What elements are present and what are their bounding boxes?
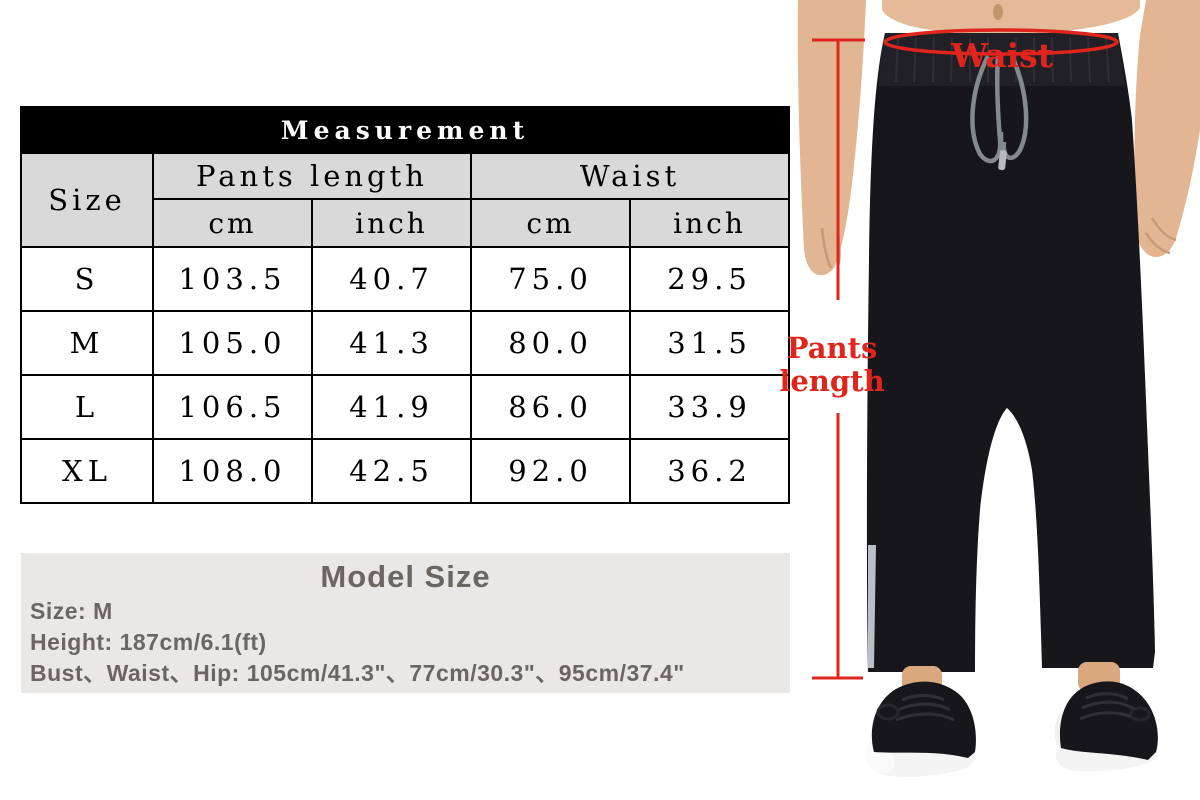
table-row-m: M 105.0 41.3 80.0 31.5 [20,310,791,376]
model-body-line: Bust、Waist、Hip: 105cm/41.3"、77cm/30.3"、9… [30,660,685,686]
model-left-arm [797,0,866,276]
right-shoe-upper [1059,681,1158,760]
size-column-header: Size [20,152,154,248]
table-title: Measurement [19,106,791,154]
measurement-table: Measurement Size Pants length Waist cm i… [19,106,791,504]
model-height-line: Height: 187cm/6.1(ft) [30,629,267,655]
left-shoe-upper [871,681,976,758]
pants-length-group-header: Pants length [152,152,472,200]
right-shoe-lace-loop [1129,706,1151,722]
value-cell: 86.0 [470,374,631,440]
model-size-line: Size: M [30,598,113,624]
value-cell: 103.5 [152,246,313,312]
navel [993,4,1003,20]
unit-header-cm: cm [152,198,313,248]
model-torso [882,0,1140,34]
unit-header-inch: inch [311,198,472,248]
size-cell: M [20,310,154,376]
value-cell: 41.9 [311,374,472,440]
value-cell: 92.0 [470,438,631,504]
value-cell: 31.5 [628,310,791,376]
waist-group-header: Waist [469,152,791,200]
model-right-arm [1134,0,1200,258]
pants-side-stripe [868,545,876,668]
value-cell: 36.2 [628,438,791,504]
right-hand-finger-lines [1144,217,1177,255]
value-cell: 80.0 [470,310,631,376]
value-cell: 29.5 [628,246,791,312]
measurement-annotations: Waist Pants length [779,28,1119,680]
unit-header-inch: inch [628,198,791,248]
value-cell: 108.0 [152,438,313,504]
pants-length-label-line2: length [779,364,884,398]
pants [866,33,1155,672]
size-cell: L [20,374,154,440]
table-row-s: S 103.5 40.7 75.0 29.5 [20,246,791,312]
model-size-panel: Model Size Size: M Height: 187cm/6.1(ft)… [21,553,790,693]
model-size-title: Model Size [320,559,491,594]
table-row-xl: XL 108.0 42.5 92.0 36.2 [20,438,791,504]
pants-waistband [878,33,1125,86]
drawstring-aglet [998,149,1007,171]
value-cell: 42.5 [311,438,472,504]
waist-label: Waist [950,36,1054,75]
left-shoe-laces [895,694,955,722]
unit-header-cm: cm [470,198,631,248]
value-cell: 105.0 [152,310,313,376]
size-cell: XL [20,438,154,504]
value-cell: 41.3 [311,310,472,376]
model-photo: Waist Pants length [779,0,1200,777]
value-cell: 40.7 [311,246,472,312]
pants-length-label-line1: Pants [787,331,878,365]
value-cell: 106.5 [152,374,313,440]
size-cell: S [20,246,154,312]
left-shoe-lace-loop [876,703,900,721]
value-cell: 33.9 [628,374,791,440]
value-cell: 75.0 [470,246,631,312]
waist-measure-ellipse [883,28,1119,56]
table-row-l: L 106.5 41.9 86.0 33.9 [20,374,791,440]
